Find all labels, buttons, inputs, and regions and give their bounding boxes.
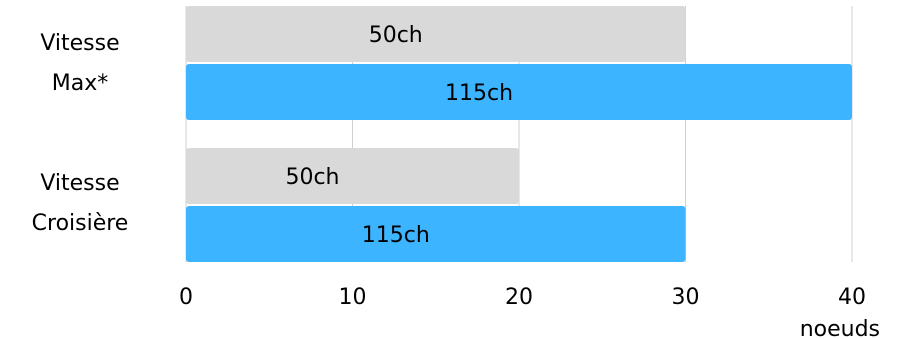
x-tick-label: 0 [179,285,193,310]
bar [186,64,852,120]
x-tick-label: 40 [838,285,866,310]
bar [186,6,686,62]
x-tick-labels: 0 10 20 30 40 [179,285,866,310]
category-label: Vitesse [40,31,119,56]
category-labels: Vitesse Max* Vitesse Croisière [32,31,129,236]
x-tick-label: 30 [672,285,700,310]
x-tick-label: 10 [339,285,367,310]
bar [186,206,686,262]
bars: 50ch 115ch 50ch 115ch [186,6,852,262]
bar-data-label: 115ch [445,81,513,106]
bar-data-label: 50ch [369,23,423,48]
bar-data-label: 115ch [362,223,430,248]
category-label: Vitesse [40,171,119,196]
x-axis-title: noeuds [800,317,880,339]
bar [186,148,519,204]
bar-data-label: 50ch [285,165,339,190]
category-label: Croisière [32,211,129,236]
category-label: Max* [52,71,108,96]
x-tick-label: 20 [505,285,533,310]
